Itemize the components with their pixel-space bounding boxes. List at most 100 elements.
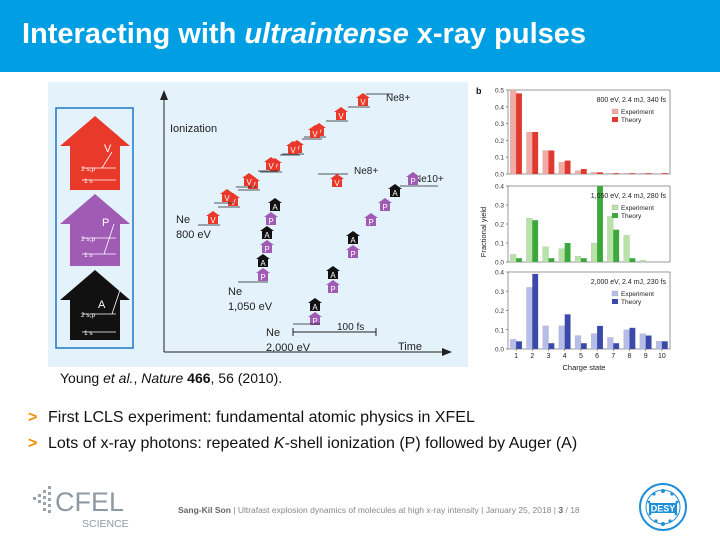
figure-ionization-pathways: V 2 s,p 1 s P 2 s,p 1 s A 2 s,p 1 s Ioni… [48, 82, 468, 367]
valence-step-letter: V [312, 130, 318, 139]
photo-step-arrow [378, 198, 392, 211]
experiment-bar [607, 216, 614, 263]
valence-step-arrow [308, 125, 322, 138]
valence-step-letter: V [360, 98, 366, 107]
valence-step-arrow [286, 141, 300, 154]
legend-swatch-theory [612, 299, 618, 304]
experiment-bar [510, 89, 517, 175]
y-tick-label: 0.1 [495, 155, 504, 162]
photo-step-letter: P [382, 203, 387, 212]
theory-bar [564, 160, 571, 174]
valence-step-arrow [334, 107, 348, 120]
ionization-diagram: V 2 s,p 1 s P 2 s,p 1 s A 2 s,p 1 s Ioni… [55, 90, 452, 356]
theory-bar [516, 341, 522, 349]
photo-step-letter: P [312, 317, 317, 326]
y-tick-label: 0.1 [495, 327, 504, 334]
experiment-bar [623, 173, 630, 175]
legend-box [55, 107, 134, 349]
theory-bar [597, 172, 603, 174]
ne8-top-label: Ne8+ [386, 93, 410, 104]
valence-step-letter: V [224, 194, 230, 203]
desy-logo-icon: DESY [639, 483, 687, 531]
theory-bar [645, 335, 652, 349]
legend-swatch-theory [612, 117, 618, 122]
legend-experiment: Experiment [621, 291, 654, 298]
theory-bar [661, 341, 668, 349]
legend-theory: Theory [621, 299, 642, 306]
auger-step-arrow [388, 184, 402, 197]
x-tick-label: 1 [514, 353, 518, 360]
energy-2000-label: 2,000 eV [266, 342, 311, 354]
desy-logo-text: DESY [651, 504, 676, 514]
panel-b-letter: b [476, 86, 482, 96]
y-tick-label: 0.0 [495, 172, 504, 179]
experiment-bar [558, 325, 565, 350]
valence-step-letter: V [334, 179, 340, 188]
y-tick-label: 0.5 [495, 88, 504, 95]
y-tick-label: 0.2 [495, 138, 504, 145]
bullet-marker: > [28, 435, 38, 452]
photo-step-letter: P [330, 285, 335, 294]
ionization-label: Ionization [170, 123, 217, 135]
bullet-list: > First LCLS experiment: fundamental ato… [28, 409, 577, 461]
legend-swatch-experiment [611, 290, 619, 297]
auger-arrow-icon [60, 270, 130, 340]
theory-bar [597, 325, 603, 349]
y-tick-label: 0.0 [495, 260, 504, 267]
experiment-bar [623, 329, 630, 350]
valence-step-arrow [330, 174, 344, 187]
auger-step-letter: A [350, 236, 356, 245]
valence-step-letter: V [268, 162, 274, 171]
chart-panel-1: 0.0 0.1 0.2 0.3 0.4 0.5 800 eV, 2.4 mJ, 340 fs… [495, 88, 671, 179]
theory-bar [548, 150, 555, 174]
x-tick-label: 3 [547, 353, 551, 360]
experiment-bar [510, 254, 517, 263]
legend-swatch-theory [612, 213, 618, 218]
legend-swatch-experiment [611, 108, 619, 115]
legend-theory: Theory [621, 213, 642, 220]
experiment-bar [591, 172, 598, 175]
y-tick-label: 0.3 [495, 203, 504, 210]
valence-step-letter: V [230, 198, 236, 207]
auger-step-letter: A [330, 271, 336, 280]
valence-arrow-icon [60, 116, 130, 190]
theory-bar [645, 173, 652, 174]
legend-theory: Theory [621, 117, 642, 124]
theory-bar [629, 258, 636, 262]
title-emphasis: ultraintense [244, 18, 409, 50]
photo-shell-1s: 1 s [84, 252, 93, 259]
panel-title: 1,050 eV, 2.4 mJ, 280 fs [591, 193, 667, 200]
ne-1050-label: Ne [228, 286, 242, 298]
theory-bar [597, 186, 603, 262]
panel-title: 800 eV, 2.4 mJ, 340 fs [597, 97, 667, 104]
y-tick-label: 0.1 [495, 241, 504, 248]
experiment-bar [526, 287, 533, 350]
auger-step-letter: A [272, 203, 278, 212]
ne-800-label: Ne [176, 214, 190, 226]
experiment-bar [558, 248, 565, 263]
photo-step-arrow [308, 312, 322, 325]
valence-step-arrow [206, 211, 220, 224]
cfel-logo: CFEL SCIENCE [28, 480, 148, 530]
photo-shell-2sp: 2 s,p [81, 236, 95, 243]
photo-step-arrow [256, 268, 270, 281]
photo-step-arrow [406, 172, 420, 185]
auger-shell-1s: 1 s [84, 330, 93, 337]
theory-bar [564, 243, 571, 262]
valence-step-arrow [242, 173, 256, 186]
valence-step-letter: V [210, 216, 216, 225]
valence-step-arrow [220, 189, 234, 202]
photo-step-arrow [264, 212, 278, 225]
valence-shell-2sp: 2 s,p [81, 166, 95, 173]
bullet-item: > First LCLS experiment: fundamental ato… [28, 409, 577, 427]
experiment-bar [542, 325, 549, 350]
photo-step-letter: P [368, 218, 373, 227]
y-axis-label: Fractional yield [479, 207, 488, 257]
photo-letter: P [102, 217, 109, 229]
valence-step-arrow [264, 157, 278, 170]
photo-step-letter: P [264, 245, 269, 254]
legend-experiment: Experiment [621, 205, 654, 212]
experiment-bar [623, 235, 630, 263]
y-tick-label: 0.4 [495, 104, 504, 111]
